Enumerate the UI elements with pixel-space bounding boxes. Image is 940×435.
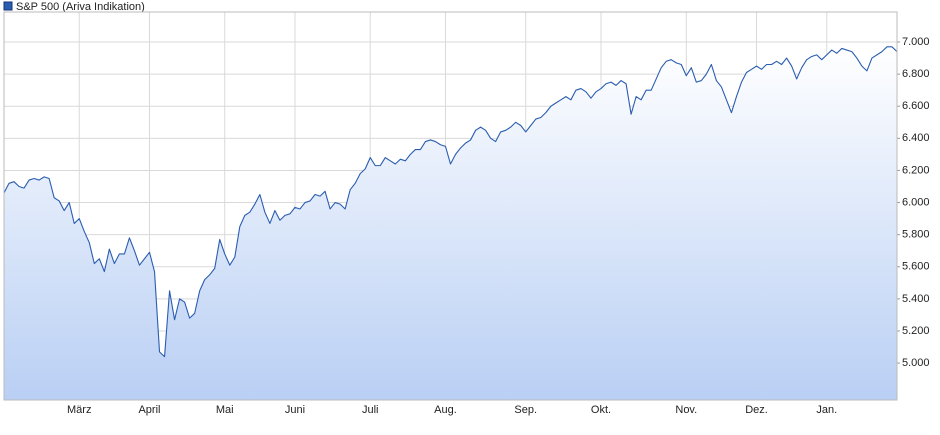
y-tick-label: 6.000 — [902, 196, 930, 208]
x-tick-label: Aug. — [434, 404, 457, 416]
x-tick-label: Okt. — [591, 404, 611, 416]
x-tick-label: März — [67, 404, 91, 416]
x-tick-label: Mai — [216, 404, 234, 416]
x-tick-label: Sep. — [514, 404, 537, 416]
y-tick-label: 6.400 — [902, 132, 930, 144]
y-tick-label: 6.600 — [902, 100, 930, 112]
x-tick-label: Dez. — [745, 404, 768, 416]
legend-swatch — [3, 1, 13, 11]
x-tick-label: April — [138, 404, 160, 416]
line — [3, 46, 898, 358]
x-tick-label: Juli — [362, 404, 379, 416]
x-tick-label: Nov. — [675, 404, 697, 416]
y-tick-label: 5.200 — [902, 325, 930, 337]
y-tick-label: 5.000 — [902, 357, 930, 369]
x-tick-label: Jan. — [816, 404, 837, 416]
area-fill — [4, 46, 897, 400]
y-tick-label: 6.800 — [902, 68, 930, 80]
legend-label: S&P 500 (Ariva Indikation) — [16, 1, 145, 13]
y-tick-label: 7.000 — [902, 36, 930, 48]
y-tick-label: 5.800 — [902, 229, 930, 241]
y-tick-label: 6.200 — [902, 164, 930, 176]
y-tick-label: 5.600 — [902, 261, 930, 273]
x-tick-label: Juni — [285, 404, 305, 416]
legend: S&P 500 (Ariva Indikation) — [3, 1, 145, 13]
y-tick-label: 5.400 — [902, 293, 930, 305]
plot-border — [3, 11, 898, 401]
